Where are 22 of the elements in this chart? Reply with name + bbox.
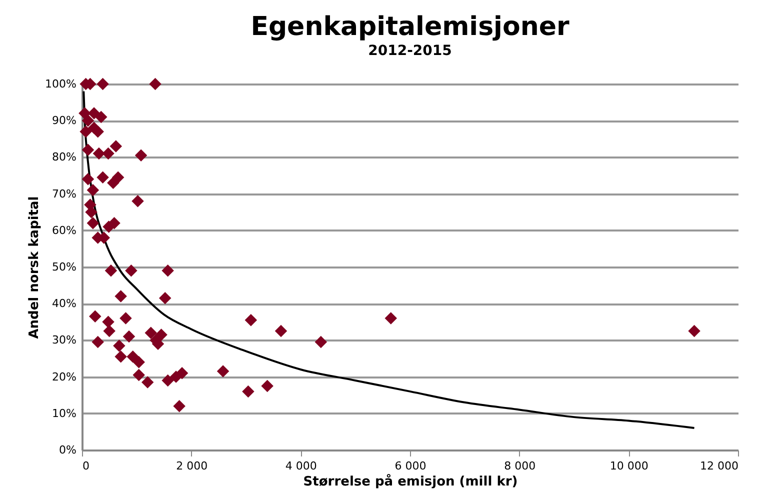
- y-tick-label: 40%: [52, 297, 76, 310]
- y-tick-label: 60%: [52, 224, 76, 237]
- y-axis-title: Andel norsk kapital: [27, 196, 42, 339]
- y-tick-label: 20%: [52, 370, 76, 384]
- y-tick-label: 90%: [52, 114, 76, 128]
- x-axis-title: Størrelse på emisjon (mill kr): [303, 474, 518, 490]
- y-tick-label: 10%: [52, 406, 76, 420]
- x-tick-label: 10 000: [610, 460, 648, 472]
- y-tick-label: 70%: [52, 187, 76, 200]
- chart-title: Egenkapitalemisjoner: [250, 12, 570, 42]
- x-tick-label: 6 000: [394, 460, 426, 472]
- y-tick-label: 30%: [52, 334, 76, 347]
- y-tick-label: 80%: [52, 150, 76, 164]
- x-tick-label: 2 000: [176, 460, 208, 472]
- y-tick-label: 50%: [52, 260, 76, 274]
- x-tick-label: 8 000: [504, 460, 536, 472]
- chart-subtitle: 2012-2015: [368, 42, 452, 59]
- y-tick-label: 100%: [45, 78, 76, 90]
- y-tick-label: 0%: [59, 444, 76, 456]
- x-tick-label: 12 000: [700, 460, 738, 472]
- x-tick-label: 0: [82, 460, 90, 472]
- x-tick-label: 4 000: [285, 460, 317, 472]
